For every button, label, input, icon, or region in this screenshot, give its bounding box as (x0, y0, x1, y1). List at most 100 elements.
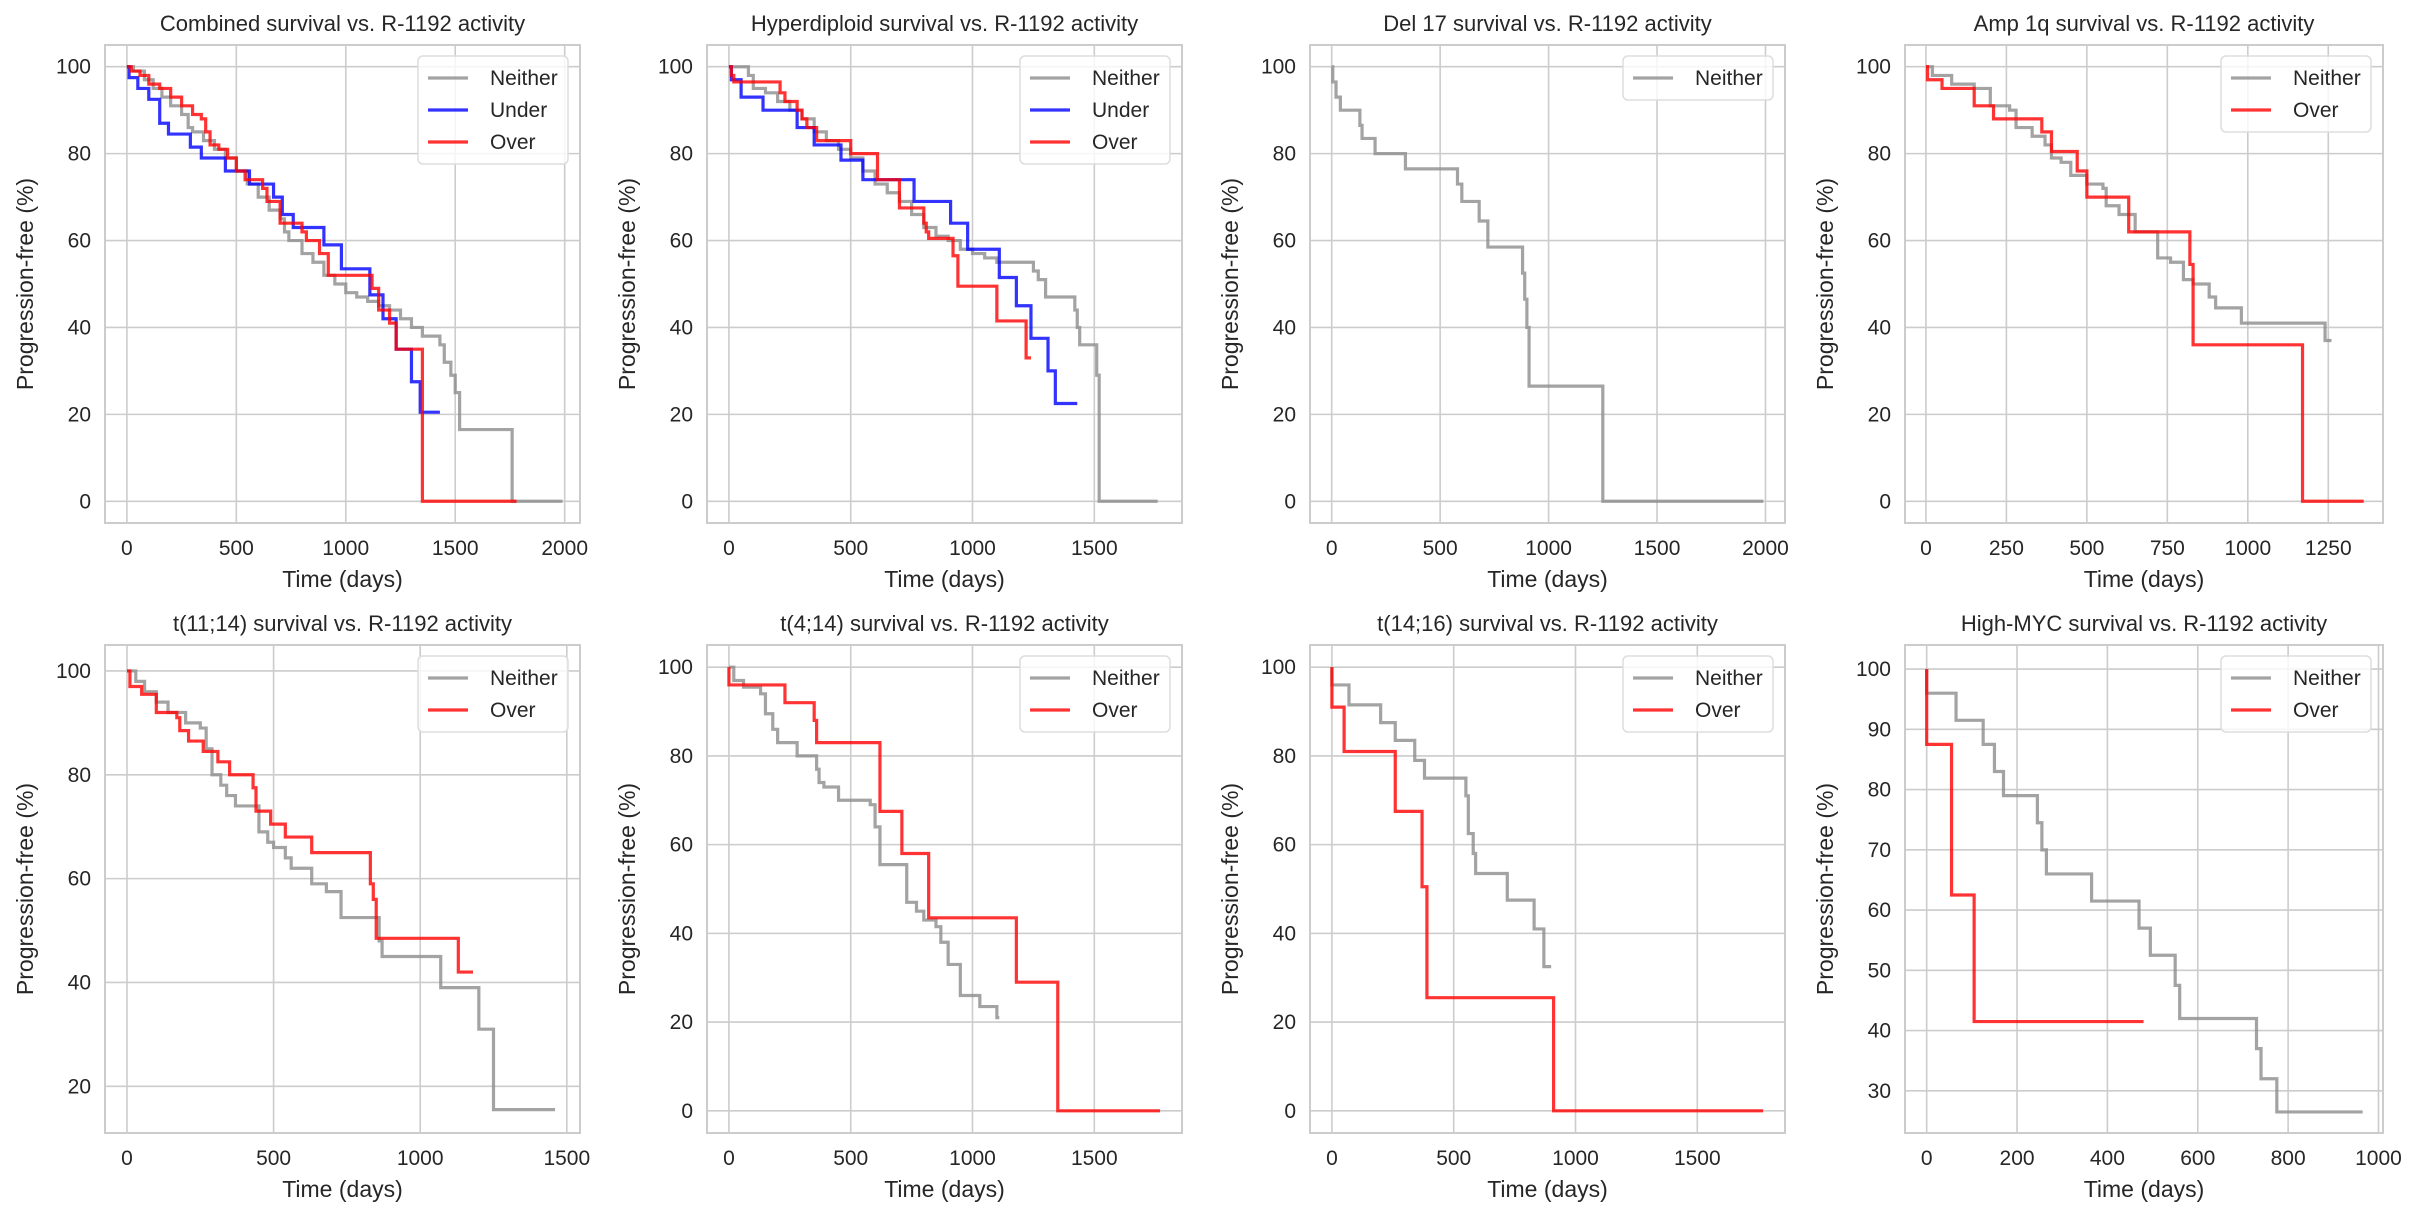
legend: Neither Under Over (417, 55, 569, 165)
y-axis-label: Progression-free (%) (1217, 178, 1243, 390)
x-tick-label: 1000 (949, 1147, 996, 1170)
panel-7: 0 500 1000 1500 0 20 40 60 80 100 t(14;16) surviva… (1217, 611, 1786, 1202)
x-tick-label: 2000 (541, 537, 588, 560)
y-tick-label: 40 (68, 316, 91, 339)
legend-label: Neither (1092, 667, 1160, 690)
axes-frame (706, 644, 1183, 1134)
chart-title: High-MYC survival vs. R-1192 activity (1961, 611, 2327, 636)
y-axis-label: Progression-free (%) (12, 178, 38, 390)
chart-title: Del 17 survival vs. R-1192 activity (1383, 11, 1712, 36)
x-tick-label: 1000 (322, 537, 369, 560)
series-neither-line (1925, 65, 2332, 343)
x-axis-label: Time (days) (1487, 1176, 1608, 1202)
y-axis-label: Progression-free (%) (1217, 783, 1243, 995)
y-axis-label: Progression-free (%) (1812, 178, 1838, 390)
y-tick-label: 60 (1868, 230, 1891, 253)
y-tick-label: 20 (68, 403, 91, 426)
series-over-line (727, 667, 1161, 1113)
series-under-line (728, 65, 1078, 406)
panel-4: 0 250 500 750 1000 1250 0 20 40 60 80 100 Amp 1q sur… (1812, 11, 2384, 592)
panel-5: 0 500 1000 1500 20 40 60 80 100 t(11;14) survival… (12, 611, 590, 1202)
x-tick-label: 500 (256, 1147, 291, 1170)
y-axis-label: Progression-free (%) (614, 178, 640, 390)
x-tick-label: 1000 (949, 537, 996, 560)
y-tick-label: 60 (68, 230, 91, 253)
x-tick-label: 0 (121, 1147, 133, 1170)
legend-box (2220, 55, 2372, 133)
axes-frame (1904, 44, 2384, 524)
axes-frame (1309, 644, 1786, 1134)
series-neither-line (1330, 667, 1552, 969)
x-tick-label: 1000 (397, 1147, 444, 1170)
series-neither-line (126, 65, 563, 503)
x-tick-label: 0 (723, 1147, 735, 1170)
legend-label: Over (490, 699, 536, 722)
axes-frame (104, 644, 581, 1134)
panel-2: 0 500 1000 1500 0 20 40 60 80 100 Hyperdiploid sur… (614, 11, 1183, 592)
legend-label: Over (2293, 699, 2339, 722)
legend: Neither Over (2220, 655, 2372, 733)
y-axis-label: Progression-free (%) (12, 783, 38, 995)
x-tick-label: 200 (2000, 1147, 2035, 1170)
x-tick-label: 500 (833, 537, 868, 560)
series-over-line (1925, 65, 2364, 503)
chart-title: t(4;14) survival vs. R-1192 activity (780, 611, 1108, 636)
x-tick-label: 0 (1921, 1147, 1933, 1170)
x-tick-label: 1500 (1071, 1147, 1118, 1170)
legend-label: Neither (1092, 67, 1160, 90)
x-tick-label: 500 (2069, 537, 2104, 560)
legend: Neither Over (2220, 55, 2372, 133)
y-tick-label: 100 (1856, 658, 1891, 681)
y-tick-label: 20 (1273, 403, 1296, 426)
x-tick-label: 400 (2090, 1147, 2125, 1170)
legend-label: Neither (1695, 667, 1763, 690)
legend-label: Over (1092, 699, 1138, 722)
y-tick-label: 100 (1261, 56, 1296, 79)
y-tick-label: 0 (681, 1100, 693, 1123)
x-axis-label: Time (days) (884, 566, 1005, 592)
y-tick-label: 20 (670, 1011, 693, 1034)
legend: Neither Over (417, 655, 569, 733)
axes-frame (706, 44, 1183, 524)
x-tick-label: 1500 (1634, 537, 1681, 560)
legend: Neither Over (1622, 655, 1774, 733)
y-tick-label: 80 (68, 143, 91, 166)
y-tick-label: 50 (1868, 959, 1891, 982)
legend: Neither (1622, 55, 1774, 101)
y-tick-label: 40 (1868, 1020, 1891, 1043)
panel-3: 0 500 1000 1500 2000 0 20 40 60 80 100 Del 17 survi… (1217, 11, 1789, 592)
y-tick-label: 60 (1273, 834, 1296, 857)
y-tick-label: 60 (670, 230, 693, 253)
y-tick-label: 90 (1868, 718, 1891, 741)
x-axis-label: Time (days) (1487, 566, 1608, 592)
legend-label: Over (490, 131, 536, 154)
y-tick-label: 60 (670, 834, 693, 857)
y-tick-label: 70 (1868, 839, 1891, 862)
y-tick-label: 40 (1868, 316, 1891, 339)
chart-title: Amp 1q survival vs. R-1192 activity (1974, 11, 2315, 36)
series-over-line (126, 65, 517, 503)
x-tick-label: 0 (1326, 1147, 1338, 1170)
legend-box (417, 55, 569, 165)
x-axis-label: Time (days) (884, 1176, 1005, 1202)
series-over-line (1330, 667, 1764, 1113)
x-tick-label: 0 (1326, 537, 1338, 560)
series-over-line (1925, 669, 2144, 1024)
legend-box (1019, 655, 1171, 733)
chart-title: t(11;14) survival vs. R-1192 activity (173, 611, 512, 636)
x-axis-label: Time (days) (282, 1176, 403, 1202)
legend-label: Neither (2293, 67, 2361, 90)
series-neither-line (126, 669, 556, 1112)
series-neither-line (1331, 65, 1764, 503)
legend-label: Under (1092, 99, 1149, 122)
y-tick-label: 100 (1856, 56, 1891, 79)
series-over-line (728, 65, 1031, 360)
y-tick-label: 100 (1261, 656, 1296, 679)
x-tick-label: 500 (1436, 1147, 1471, 1170)
x-tick-label: 1500 (1674, 1147, 1721, 1170)
x-tick-label: 1000 (1525, 537, 1572, 560)
y-tick-label: 80 (1273, 143, 1296, 166)
x-tick-label: 1000 (2355, 1147, 2402, 1170)
y-tick-label: 40 (670, 922, 693, 945)
